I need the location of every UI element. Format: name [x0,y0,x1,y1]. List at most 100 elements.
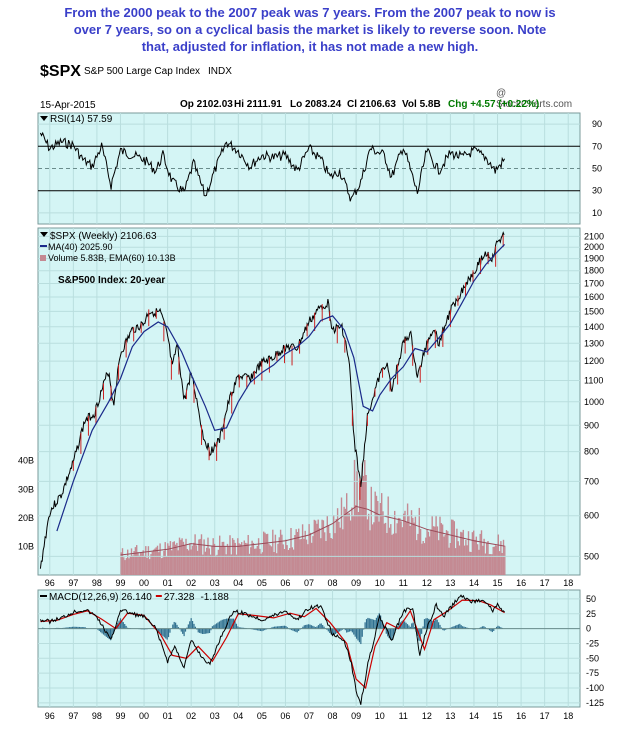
volume-bar-193 [370,486,372,575]
volume-bar-13 [137,552,139,575]
volume-bar-57 [194,534,196,575]
volume-bar-222 [408,515,410,575]
volume-bar-175 [347,513,349,575]
volume-bar-251 [445,530,448,575]
volume-bar-275 [476,544,479,575]
volume-bar-81 [225,554,227,575]
volume-bar-158 [325,541,327,575]
price-tick-label-1500: 1500 [584,306,604,316]
x-tick-label-macd-17: 17 [540,711,550,721]
volume-bar-97 [246,543,248,575]
volume-bar-1 [121,548,124,575]
volume-bar-98 [247,535,249,575]
x-tick-label-main-02: 02 [186,578,196,588]
x-tick-label-macd-03: 03 [210,711,220,721]
volume-bar-224 [410,510,413,575]
volume-bar-15 [139,552,142,575]
volume-bar-157 [324,532,326,575]
volume-bar-41 [173,541,175,575]
volume-bar-126 [283,549,286,575]
x-tick-label-main-05: 05 [257,578,267,588]
volume-bar-104 [255,548,257,575]
volume-bar-276 [478,549,480,575]
price-line [39,231,505,569]
volume-bar-212 [395,533,397,575]
volume-bar-29 [158,552,160,575]
volume-bar-58 [195,545,198,575]
volume-bar-72 [213,543,216,575]
macd-tick-label--75: -75 [586,668,599,678]
volume-bar-177 [349,520,352,575]
volume-bar-289 [495,545,497,575]
price-legend-label: $SPX (Weekly) 2106.63 [50,231,157,242]
volume-bar-189 [365,475,367,575]
volume-bar-92 [239,544,242,575]
price-tick-label-1200: 1200 [584,356,604,366]
volume-bar-26 [154,548,156,575]
volume-bar-38 [169,541,172,575]
volume-bar-244 [436,526,439,575]
volume-bar-164 [333,515,335,575]
macd-tick-label--125: -125 [586,698,604,708]
volume-bar-239 [430,529,432,575]
volume-bar-243 [435,515,437,575]
volume-bar-6 [128,558,130,575]
volume-bar-245 [438,540,440,575]
volume-bar-85 [230,554,232,575]
volume-bar-246 [439,516,441,575]
volume-bar-231 [419,529,422,575]
volume-bar-296 [504,545,506,575]
change-value: Chg +4.57 (+0.22%) [448,99,540,110]
volume-bar-59 [196,550,199,575]
volume-tick-label-20B: 20B [18,513,34,523]
price-tick-label-1700: 1700 [584,278,604,288]
volume-bar-2 [123,557,125,575]
volume-bar-281 [484,553,487,575]
exchange-label: INDX [208,66,232,77]
volume-bar-134 [294,535,296,575]
macd-legend-label: MACD(12,26,9) 26.140 [49,592,152,603]
volume-bar-62 [200,534,203,575]
volume-bar-257 [453,521,455,575]
volume-bar-206 [387,496,389,575]
volume-bar-89 [235,554,238,575]
volume-bar-161 [329,533,331,575]
volume-bar-195 [373,522,375,575]
volume-bar-75 [217,549,220,575]
x-tick-label-macd-98: 98 [92,711,102,721]
volume-bar-188 [364,460,366,575]
volume-bar-168 [338,521,340,575]
x-tick-label-main-97: 97 [68,578,78,588]
volume-bar-156 [322,520,325,575]
volume-bar-255 [451,519,453,575]
volume-bar-113 [266,533,269,575]
volume-bar-35 [165,556,168,575]
x-tick-label-macd-04: 04 [233,711,243,721]
open-value: Op 2102.03 [180,99,233,110]
volume-bar-252 [447,531,449,575]
volume-bar-0 [120,552,122,575]
volume-bar-226 [413,522,415,575]
volume-bar-20 [146,557,148,575]
price-tick-label-800: 800 [584,447,599,457]
rsi-legend-icon [40,116,48,121]
volume-bar-267 [466,545,468,575]
volume-bar-130 [289,548,291,575]
volume-bar-287 [492,546,494,575]
x-tick-label-main-98: 98 [92,578,102,588]
x-tick-label-macd-06: 06 [280,711,290,721]
volume-bar-25 [152,549,155,575]
volume-bar-174 [346,493,348,575]
x-tick-label-macd-99: 99 [115,711,125,721]
volume-ema-line [120,505,505,556]
rsi-tick-label-10: 10 [592,208,602,218]
hist-legend-label: -1.188 [200,592,229,603]
volume-value: Vol 5.8B [402,99,441,110]
volume-bar-258 [454,548,457,575]
volume-bar-100 [250,547,252,575]
volume-bar-140 [301,524,304,575]
volume-bar-48 [182,541,185,575]
volume-legend-label: Volume 5.83B, EMA(60) 10.13B [48,253,176,263]
x-tick-label-macd-05: 05 [257,711,267,721]
rsi-legend-label: RSI(14) 57.59 [50,114,113,125]
